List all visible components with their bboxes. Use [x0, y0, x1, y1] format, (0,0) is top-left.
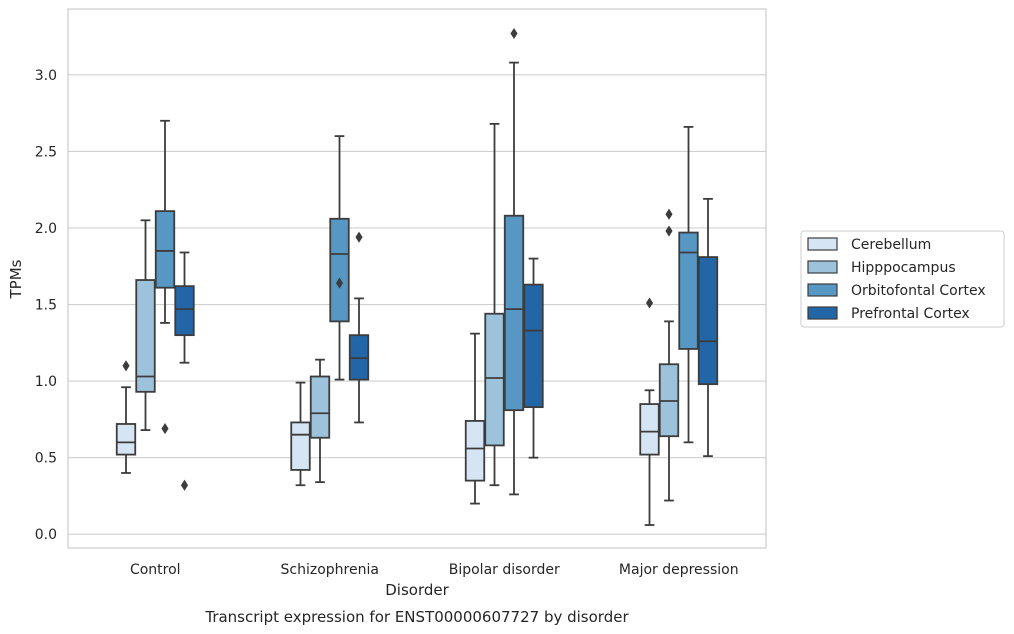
box-0-0 — [115, 360, 137, 474]
box-3-2 — [678, 126, 699, 444]
legend-frame — [800, 230, 1005, 328]
box-body — [523, 283, 544, 409]
legend-label: Orbitofontal Cortex — [851, 283, 986, 299]
box-body — [678, 231, 699, 350]
outlier-point — [645, 297, 654, 309]
outlier-point — [355, 231, 363, 243]
box-1-0 — [290, 381, 311, 487]
x-axis-label: Disorder — [385, 581, 449, 599]
y-tick-label: 1.5 — [35, 298, 57, 314]
boxes — [115, 27, 719, 526]
box-2-1 — [484, 122, 505, 487]
box-body — [135, 279, 156, 393]
y-tick-labels: 0.0 0.5 1.0 1.5 2.0 2.5 3.0 — [35, 68, 57, 543]
y-tick-label: 0.5 — [35, 451, 57, 467]
box-1-3 — [348, 231, 370, 424]
box-1-1 — [309, 358, 331, 484]
box-0-1 — [135, 219, 156, 431]
grid-lines — [68, 74, 766, 535]
plot-frame — [67, 8, 767, 549]
x-tick-label: Control — [130, 562, 181, 578]
outlier-point — [665, 225, 673, 237]
box-body — [464, 420, 486, 482]
outlier-point — [180, 479, 189, 491]
x-tick-label: Schizophrenia — [281, 562, 379, 578]
box-0-3 — [174, 251, 195, 491]
outlier-point — [161, 423, 169, 435]
y-axis-label: TPMs — [7, 259, 25, 299]
box-body — [309, 375, 331, 439]
legend: Cerebellum Hipppocampus Orbitofontal Corte… — [800, 230, 1005, 328]
box-2-2 — [503, 27, 525, 496]
box-3-0 — [639, 297, 660, 526]
outlier-point — [122, 360, 130, 372]
box-body — [484, 312, 505, 447]
box-body — [290, 421, 311, 471]
legend-swatch — [807, 306, 838, 320]
x-tick-label: Bipolar disorder — [449, 562, 560, 578]
box-2-3 — [523, 257, 544, 459]
legend-label: Hipppocampus — [851, 260, 956, 276]
x-tick-labels: Control Schizophrenia Bipolar disorder Majo… — [130, 562, 739, 578]
legend-label: Prefrontal Cortex — [851, 306, 970, 322]
y-tick-label: 2.0 — [35, 221, 57, 237]
legend-swatch — [807, 237, 838, 251]
legend-swatch — [807, 260, 838, 274]
y-tick-label: 3.0 — [35, 68, 57, 84]
box-body — [697, 256, 719, 386]
legend-label: Cerebellum — [851, 237, 931, 253]
y-tick-label: 0.0 — [35, 527, 57, 543]
box-body — [115, 423, 137, 456]
box-1-2 — [329, 135, 350, 381]
box-body — [503, 214, 525, 412]
box-body — [639, 403, 660, 456]
outlier-point — [335, 277, 344, 289]
outlier-point — [665, 208, 673, 220]
chart-caption: Transcript expression for ENST0000060772… — [204, 608, 629, 626]
x-tick-label: Major depression — [619, 562, 739, 578]
box-body — [329, 217, 350, 323]
outlier-point — [510, 27, 518, 40]
box-2-0 — [464, 332, 486, 505]
box-body — [174, 285, 195, 337]
box-body — [154, 210, 176, 289]
box-3-3 — [697, 197, 719, 458]
y-tick-label: 1.0 — [35, 374, 57, 390]
box-0-2 — [154, 119, 176, 435]
box-3-1 — [658, 208, 680, 502]
legend-swatch — [807, 283, 838, 297]
y-tick-label: 2.5 — [35, 144, 57, 160]
